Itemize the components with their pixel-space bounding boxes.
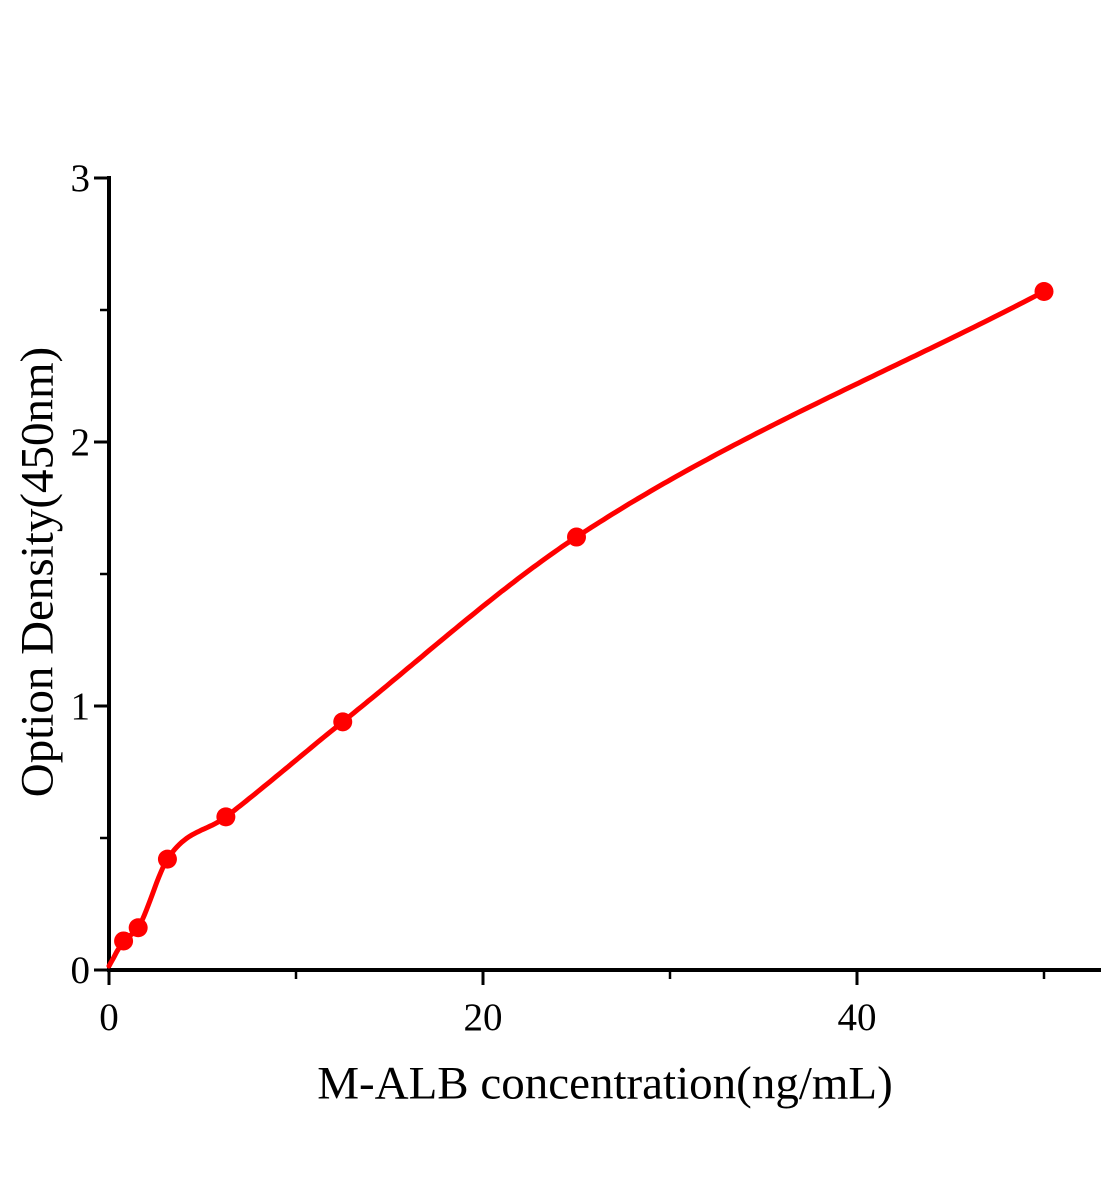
data-point [157,849,177,869]
y-tick-label: 2 [71,421,91,464]
data-point [567,527,586,547]
x-tick-label: 20 [464,996,503,1039]
x-axis-title: M-ALB concentration(ng/mL) [317,1057,893,1110]
y-axis-title: Option Density(450nm) [11,346,64,798]
y-tick-label: 0 [71,949,91,992]
data-point [1034,282,1054,302]
fit-curve [106,289,1047,969]
y-tick-label: 1 [71,685,91,728]
x-tick-label: 40 [838,996,877,1039]
x-tick-label: 0 [99,996,119,1039]
data-point [216,807,236,827]
data-point [128,918,148,938]
data-point [333,712,353,732]
y-tick-label: 3 [71,157,91,200]
data-point [114,931,134,951]
